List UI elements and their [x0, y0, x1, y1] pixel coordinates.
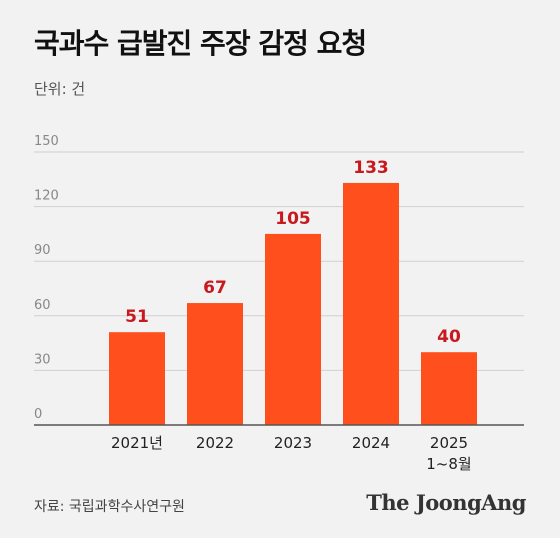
x-tick-label: 2025 — [430, 434, 468, 452]
y-tick-label: 30 — [34, 352, 51, 367]
y-tick-label: 60 — [34, 298, 51, 313]
x-tick-label: 2024 — [352, 434, 390, 452]
x-tick-label: 2022 — [196, 434, 234, 452]
bar — [187, 303, 243, 425]
bar — [343, 182, 399, 425]
y-tick-label: 90 — [34, 243, 51, 258]
x-tick-label: 2023 — [274, 434, 312, 452]
x-tick-label: 1~8월 — [426, 455, 471, 473]
bar-value-label: 105 — [275, 209, 311, 229]
bar — [265, 233, 321, 425]
bar-value-label: 133 — [353, 158, 389, 178]
bar — [421, 352, 477, 425]
chart-title: 국과수 급발진 주장 감정 요청 — [34, 27, 367, 60]
bar-value-label: 40 — [437, 327, 461, 347]
x-tick-label: 2021년 — [111, 434, 163, 452]
y-tick-label: 0 — [34, 407, 42, 422]
y-tick-label: 120 — [34, 189, 59, 204]
brand-logo: The JoongAng — [366, 490, 526, 515]
unit-label: 단위: 건 — [34, 80, 86, 98]
y-tick-label: 150 — [34, 134, 59, 149]
bar-value-label: 51 — [125, 307, 149, 327]
bar — [109, 332, 165, 425]
source-note: 자료: 국립과학수사연구원 — [34, 499, 185, 515]
bar-value-label: 67 — [203, 278, 227, 298]
